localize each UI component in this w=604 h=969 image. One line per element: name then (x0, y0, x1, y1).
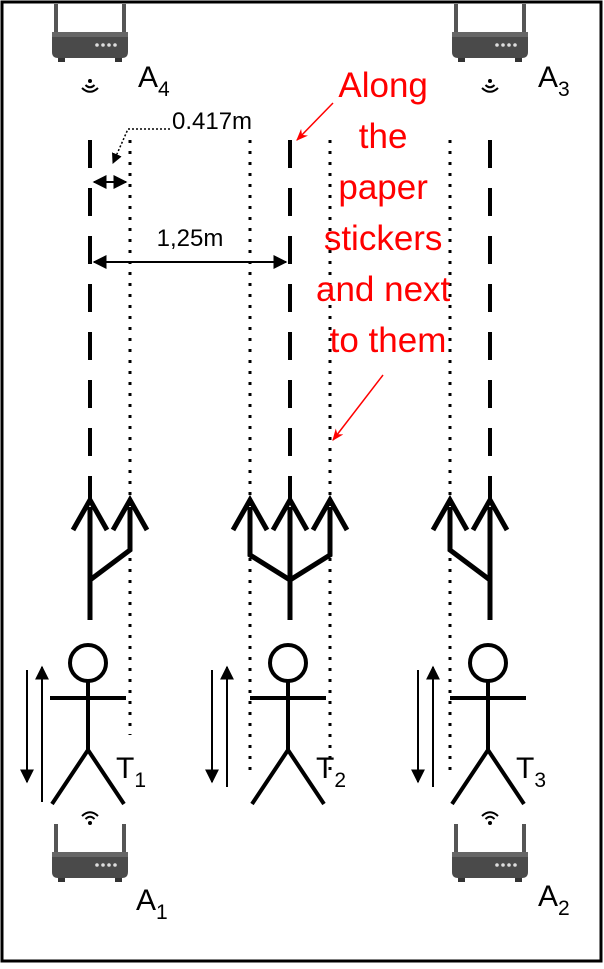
wifi-signal-icon (81, 811, 99, 826)
wifi-signal-icon (481, 78, 499, 93)
anchor-label-a2: A2 (538, 880, 570, 920)
fork-arrow-right (430, 494, 510, 620)
annotation-arrow-top (296, 102, 334, 141)
tag-label-t2: T2 (316, 752, 346, 792)
walk-direction-arrows-icon (205, 665, 234, 787)
anchor-label-a3: A3 (538, 61, 570, 101)
wifi-signal-icon (481, 811, 499, 826)
annotation-line: and next (316, 270, 451, 309)
person-icon (250, 643, 326, 806)
annotation-arrow-bottom (332, 374, 384, 441)
router-icon (52, 4, 128, 62)
person-icon (450, 643, 526, 806)
anchor-label-a1: A1 (136, 884, 168, 924)
spacing-dimension: 1,25m (92, 225, 288, 269)
annotation-line: the (359, 117, 408, 156)
annotation-line: to them (330, 321, 447, 360)
wifi-signal-icon (81, 78, 99, 93)
annotation-line: Along (338, 66, 428, 105)
person-icon (50, 643, 126, 806)
spacing-label: 1,25m (157, 225, 224, 252)
fork-arrow-middle (230, 494, 350, 620)
annotation-text: Along the paper stickers and next to the… (316, 66, 460, 360)
anchor-label-a4: A4 (138, 61, 170, 101)
walk-direction-arrows-icon (20, 665, 49, 802)
fork-arrow-left (70, 494, 150, 620)
walk-direction-arrows-icon (411, 665, 440, 787)
router-icon (452, 4, 528, 62)
offset-label: 0.417m (172, 108, 252, 135)
tag-label-t1: T1 (116, 752, 146, 792)
router-icon (452, 824, 528, 882)
router-icon (52, 824, 128, 882)
annotation-line: paper (338, 168, 428, 207)
annotation-line: stickers (324, 219, 443, 258)
offset-dimension: 0.417m (92, 108, 252, 189)
tag-label-t3: T3 (516, 752, 546, 792)
annotation: Along the paper stickers and next to the… (296, 66, 460, 441)
